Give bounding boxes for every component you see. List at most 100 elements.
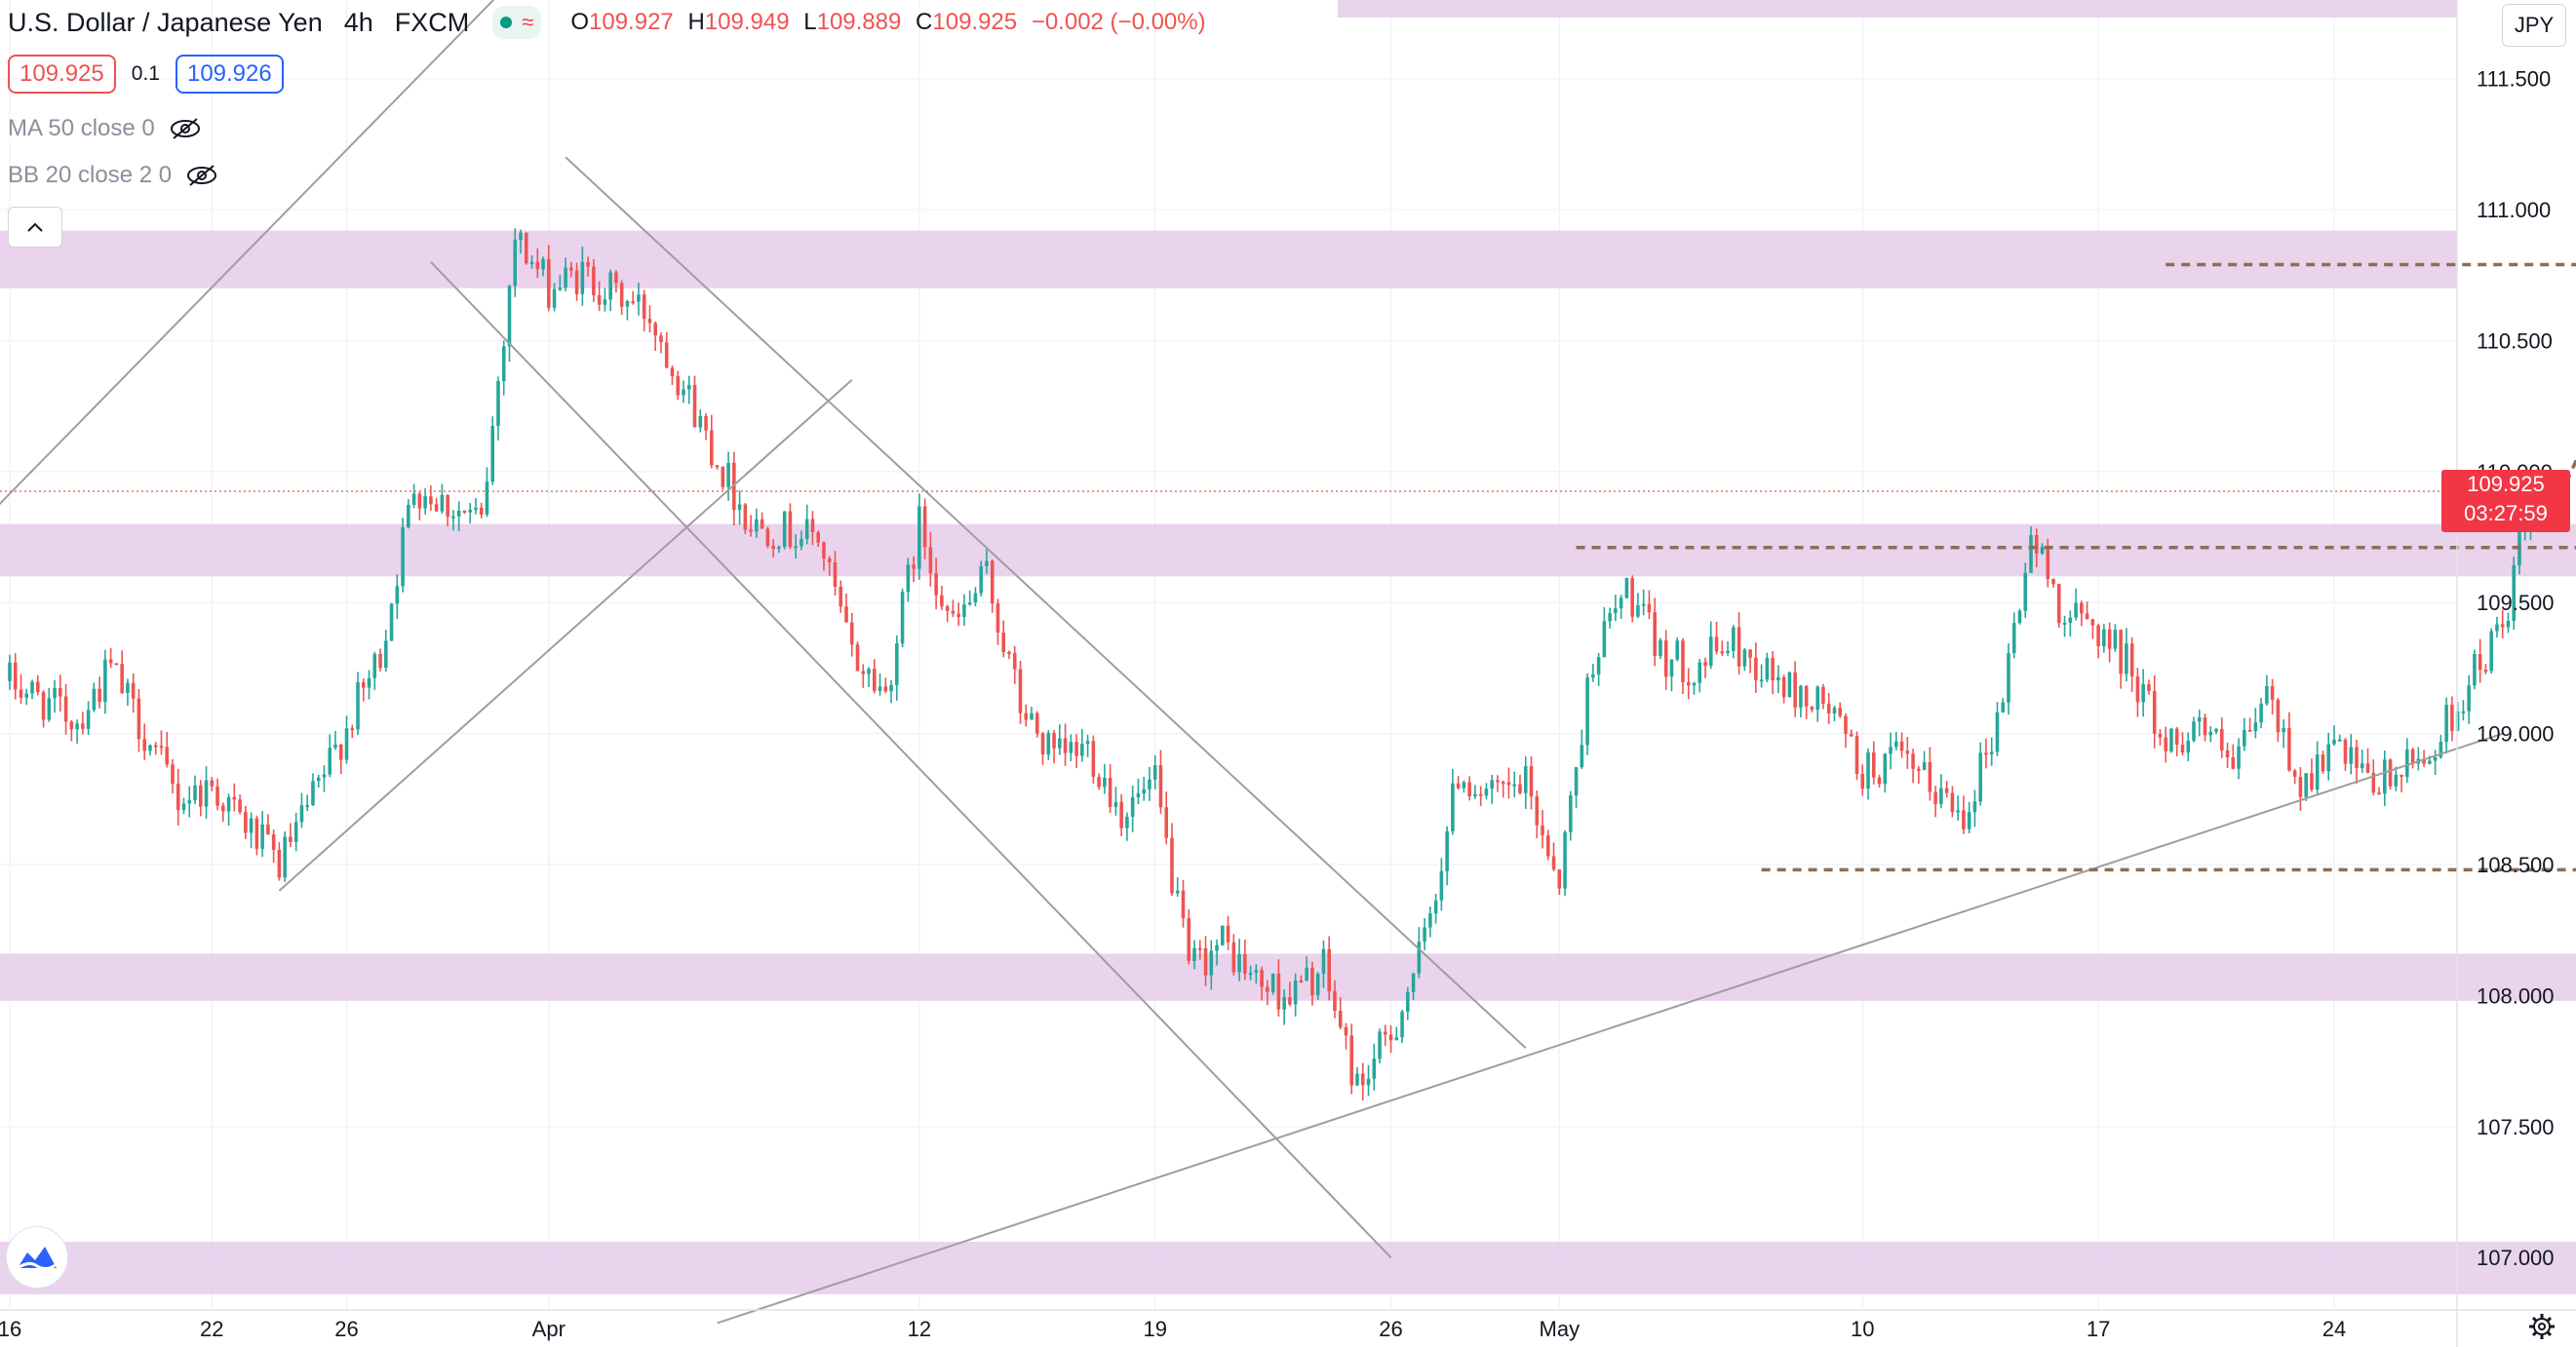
candle-body	[979, 565, 983, 594]
candle-body	[519, 232, 523, 241]
candle-body	[1956, 810, 1960, 813]
indicator-ma[interactable]: MA 50 close 0	[8, 115, 202, 142]
last-price-value: 109.925	[2467, 472, 2545, 496]
candle-body	[1467, 782, 1471, 796]
indicator-bb[interactable]: BB 20 close 2 0	[8, 162, 218, 189]
candle-body	[889, 684, 893, 692]
candle-body	[1939, 788, 1943, 804]
candle-body	[990, 560, 995, 604]
tradingview-logo-icon[interactable]	[6, 1226, 68, 1289]
candle-body	[1288, 997, 1292, 1005]
candle-body	[1602, 621, 1607, 658]
currency-button[interactable]: JPY	[2502, 4, 2566, 47]
time-tick-label: 10	[1851, 1317, 1874, 1341]
candle-body	[2129, 643, 2134, 676]
candle-body	[1529, 766, 1534, 797]
candle-body	[1506, 782, 1511, 786]
price-tick-label: 111.000	[2477, 198, 2551, 222]
candle-body	[895, 643, 899, 685]
candle-body	[1069, 742, 1073, 753]
candle-body	[1305, 968, 1308, 981]
interval-label[interactable]: 4h	[343, 7, 373, 37]
candle-body	[13, 662, 18, 690]
eye-hidden-icon[interactable]	[185, 164, 218, 187]
gear-icon[interactable]	[2527, 1312, 2556, 1341]
candle-body	[507, 286, 512, 347]
candle-body	[1108, 778, 1112, 807]
candle-body	[1024, 712, 1029, 720]
candle-body	[2337, 739, 2342, 742]
candle-body	[1327, 948, 1331, 992]
candle-body	[2113, 630, 2118, 649]
candle-body	[2225, 750, 2230, 758]
candle-body	[1270, 974, 1275, 992]
bar-countdown: 03:27:59	[2464, 501, 2548, 525]
candle-body	[1899, 741, 1904, 751]
candle-body	[2253, 722, 2258, 732]
candle-body	[721, 466, 725, 487]
buy-price-button[interactable]: 109.926	[175, 55, 284, 94]
candle-body	[1148, 779, 1151, 789]
candle-body	[1040, 733, 1045, 755]
candle-body	[1384, 1031, 1387, 1035]
candle-body	[1765, 658, 1770, 680]
candle-body	[41, 692, 46, 720]
candle-body	[1254, 970, 1259, 974]
candle-body	[395, 586, 400, 604]
candle-body	[1512, 784, 1517, 787]
candle-body	[2023, 572, 2028, 611]
time-tick-label: 22	[200, 1317, 223, 1341]
candle-body	[1321, 948, 1326, 975]
candle-body	[1052, 733, 1056, 749]
candle-body	[541, 258, 545, 270]
candle-body	[692, 384, 697, 428]
market-status-badge[interactable]: ≈	[492, 6, 542, 39]
support-resistance-zones	[0, 0, 2576, 1294]
candle-body	[1478, 793, 1483, 796]
candle-body	[2332, 739, 2336, 745]
candle-body	[1142, 789, 1146, 794]
candle-body	[1787, 672, 1792, 698]
sell-price-button[interactable]: 109.925	[8, 55, 116, 94]
candle-body	[1260, 970, 1264, 987]
candle-body	[737, 504, 742, 511]
symbol-title[interactable]: U.S. Dollar / Japanese Yen	[8, 7, 323, 37]
candle-body	[569, 267, 573, 271]
candle-body	[2292, 770, 2297, 778]
candle-body	[1119, 801, 1123, 828]
candle-body	[1686, 681, 1691, 686]
candle-body	[2119, 630, 2123, 674]
candle-body	[1659, 639, 1662, 657]
candle-body	[2051, 579, 2055, 585]
candle-body	[1496, 780, 1500, 783]
high-label: H	[687, 9, 705, 35]
candle-body	[1197, 947, 1202, 950]
candle-body	[995, 603, 1000, 634]
candle-body	[451, 516, 455, 519]
candle-body	[804, 519, 809, 539]
trendline	[430, 261, 1392, 1258]
candle-body	[333, 744, 337, 749]
price-zone	[1338, 0, 2457, 18]
candle-body	[1889, 747, 1893, 754]
candle-body	[277, 850, 282, 878]
candle-body	[249, 818, 254, 833]
candle-body	[945, 606, 950, 611]
collapse-legend-button[interactable]	[8, 207, 62, 248]
candle-body	[244, 812, 248, 833]
candle-body	[2382, 759, 2387, 794]
candle-body	[794, 546, 798, 549]
candle-body	[434, 504, 439, 512]
time-tick-label: 17	[2087, 1317, 2110, 1341]
eye-hidden-icon[interactable]	[169, 117, 202, 140]
candle-body	[1585, 677, 1589, 746]
candle-body	[810, 519, 815, 532]
candle-body	[1838, 708, 1843, 716]
candle-body	[608, 272, 612, 300]
candle-body	[1917, 768, 1921, 771]
candle-body	[1569, 795, 1573, 832]
candle-body	[1799, 685, 1803, 708]
candle-body	[2017, 610, 2022, 624]
candle-body	[2180, 745, 2185, 753]
